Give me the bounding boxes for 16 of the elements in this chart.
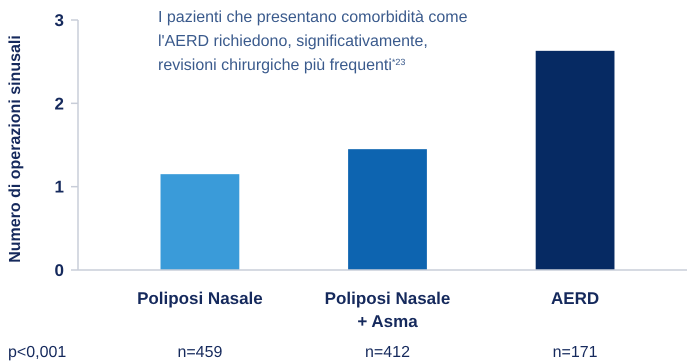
text: n=459 xyxy=(177,344,222,361)
y-tick-label: 1 xyxy=(54,178,64,197)
y-axis-title: Numero di operazioni sinusali xyxy=(7,35,24,263)
bar xyxy=(536,50,614,270)
y-tick-label: 0 xyxy=(54,260,64,280)
y-tick-label: 3 xyxy=(54,10,64,30)
x-tick-label: AERD xyxy=(551,289,600,308)
text: n=412 xyxy=(365,344,410,361)
y-tick-label: 2 xyxy=(54,94,64,114)
annotation: I pazienti che presentano comorbidità come l'AERD richiedono, significativamente, revisioni chirurgiche più frequenti$^{*23}$ xyxy=(158,9,468,74)
x-tick-label: Poliposi Nasale + Asma xyxy=(324,289,450,331)
text: n=171 xyxy=(552,344,598,361)
bar xyxy=(160,174,240,270)
x-tick-label: Poliposi Nasale xyxy=(137,289,263,308)
text: p<0,001 xyxy=(8,344,66,361)
bar xyxy=(348,149,427,270)
